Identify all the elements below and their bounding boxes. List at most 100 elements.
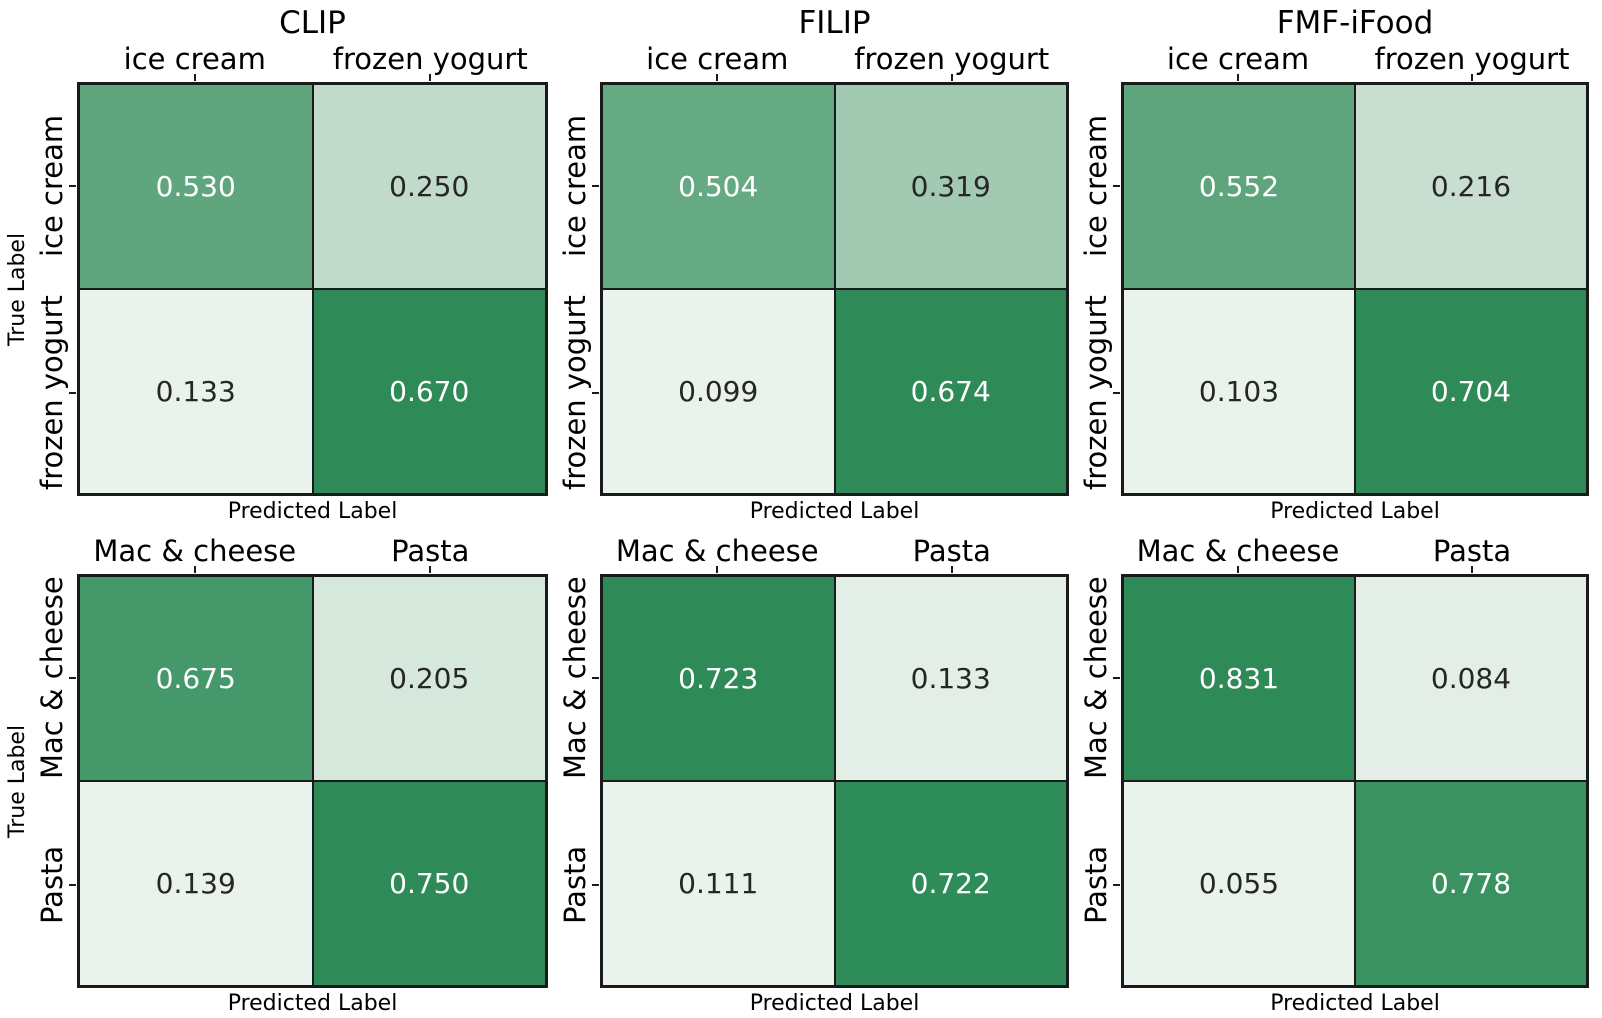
axis-tick-top (1237, 74, 1239, 81)
row-label: Pasta (557, 845, 592, 924)
heatmap-cell: 0.099 (602, 289, 835, 494)
heatmap-cell: 0.750 (312, 781, 546, 986)
axis-tick-top (1237, 566, 1239, 573)
heatmap-cell: 0.084 (1355, 576, 1587, 781)
column-header: frozen yogurt (332, 42, 528, 76)
row-label: ice cream (1078, 114, 1113, 257)
column-header: frozen yogurt (854, 42, 1050, 76)
column-header: Mac & cheese (93, 534, 297, 568)
row-label: Pasta (34, 845, 69, 924)
x-axis-label: Predicted Label (749, 991, 920, 1016)
column-headers: Mac & cheese Pasta (77, 536, 548, 567)
heatmap-cell: 0.530 (79, 84, 313, 289)
axis-tick-top (716, 566, 719, 573)
row-labels: Mac & cheese Pasta (34, 574, 69, 988)
heatmap-area: ice cream frozen yogurt 0.552 0.216 0.10… (1079, 74, 1589, 496)
axis-tick-left (592, 184, 599, 187)
column-header: Mac & cheese (1136, 534, 1340, 568)
y-axis-label: True Label (4, 724, 30, 838)
x-axis-label: Predicted Label (227, 991, 398, 1016)
axis-tick-top (193, 566, 196, 573)
axis-tick-top (429, 74, 432, 81)
row-label: Mac & cheese (1078, 576, 1113, 779)
heatmap-cell: 0.319 (834, 84, 1067, 289)
confusion-matrix: 0.831 0.084 0.055 0.778 (1121, 574, 1589, 988)
row-labels: Mac & cheese Pasta (557, 574, 592, 988)
row-label: Pasta (1078, 845, 1113, 924)
confusion-matrix-panel: FILIP ice cream frozen yogurt ice cream … (548, 0, 1069, 526)
heatmap-cell: 0.674 (834, 289, 1067, 494)
row-labels: Mac & cheese Pasta (1078, 574, 1113, 988)
heatmap-cell: 0.133 (834, 576, 1067, 781)
column-header: Pasta (1432, 534, 1512, 568)
row-label: frozen yogurt (34, 295, 69, 490)
heatmap-cell: 0.723 (602, 576, 835, 781)
heatmap-cell: 0.704 (1355, 289, 1587, 494)
axis-tick-top (950, 566, 953, 573)
heatmap-cell: 0.216 (1355, 84, 1587, 289)
column-header: ice cream (123, 42, 266, 76)
panel-title: CLIP (279, 5, 346, 41)
column-headers: Mac & cheese Pasta (600, 536, 1069, 567)
axis-tick-left (69, 391, 76, 394)
axis-tick-top (1471, 74, 1473, 81)
heatmap-area: Mac & cheese Pasta 0.723 0.133 0.111 0.7… (558, 566, 1069, 988)
heatmap-area: True Label Mac & cheese Pasta 0.675 0.20… (5, 566, 548, 988)
row-label: ice cream (34, 114, 69, 257)
heatmap-cell: 0.831 (1123, 576, 1355, 781)
confusion-matrix-panel: FMF-iFood ice cream frozen yogurt ice cr… (1069, 0, 1589, 526)
heatmap-cell: 0.778 (1355, 781, 1587, 986)
x-axis-label: Predicted Label (749, 499, 920, 524)
column-header: ice cream (1166, 42, 1310, 76)
confusion-matrix: 0.723 0.133 0.111 0.722 (600, 574, 1069, 988)
axis-tick-left (1113, 883, 1120, 886)
heatmap-cell: 0.055 (1123, 781, 1355, 986)
axis-tick-top (1471, 566, 1473, 573)
confusion-matrix: 0.504 0.319 0.099 0.674 (600, 82, 1069, 496)
axis-tick-top (950, 74, 953, 81)
axis-tick-left (1113, 676, 1120, 679)
heatmap-cell: 0.675 (79, 576, 313, 781)
axis-tick-left (592, 883, 599, 886)
heatmap-cell: 0.133 (79, 289, 313, 494)
row-labels: ice cream frozen yogurt (1078, 82, 1113, 496)
axis-tick-left (592, 391, 599, 394)
column-header: Pasta (391, 534, 470, 568)
column-header: Pasta (912, 534, 991, 568)
heatmap-cell: 0.552 (1123, 84, 1355, 289)
axis-tick-top (429, 566, 432, 573)
y-axis-label: True Label (4, 232, 30, 346)
row-label: frozen yogurt (557, 295, 592, 490)
x-axis-label: Predicted Label (1270, 991, 1440, 1016)
heatmap-cell: 0.205 (312, 576, 546, 781)
column-headers: ice cream frozen yogurt (600, 44, 1069, 75)
axis-tick-left (1113, 184, 1120, 187)
row-labels: ice cream frozen yogurt (557, 82, 592, 496)
confusion-matrix: 0.675 0.205 0.139 0.750 (77, 574, 548, 988)
column-header: ice cream (646, 42, 789, 76)
axis-tick-left (1113, 391, 1120, 394)
heatmap-cell: 0.670 (312, 289, 546, 494)
row-label: Mac & cheese (557, 576, 592, 779)
confusion-matrix: 0.530 0.250 0.133 0.670 (77, 82, 548, 496)
heatmap-cell: 0.250 (312, 84, 546, 289)
heatmap-cell: 0.111 (602, 781, 835, 986)
confusion-matrix-panel: Mac & cheese Pasta Mac & cheese Pasta 0.… (1069, 526, 1589, 1018)
row-labels: ice cream frozen yogurt (34, 82, 69, 496)
axis-tick-left (592, 676, 599, 679)
column-headers: ice cream frozen yogurt (1121, 44, 1589, 75)
axis-tick-left (69, 676, 76, 679)
heatmap-area: ice cream frozen yogurt 0.504 0.319 0.09… (558, 74, 1069, 496)
column-header: frozen yogurt (1374, 42, 1570, 76)
column-headers: Mac & cheese Pasta (1121, 536, 1589, 567)
heatmap-area: Mac & cheese Pasta 0.831 0.084 0.055 0.7… (1079, 566, 1589, 988)
axis-tick-left (69, 883, 76, 886)
row-label: Mac & cheese (34, 576, 69, 779)
axis-tick-left (69, 184, 76, 187)
heatmap-area: True Label ice cream frozen yogurt 0.530… (5, 74, 548, 496)
heatmap-cell: 0.139 (79, 781, 313, 986)
confusion-matrix-panel: CLIP ice cream frozen yogurt True Label … (0, 0, 548, 526)
confusion-matrix: 0.552 0.216 0.103 0.704 (1121, 82, 1589, 496)
heatmap-cell: 0.504 (602, 84, 835, 289)
